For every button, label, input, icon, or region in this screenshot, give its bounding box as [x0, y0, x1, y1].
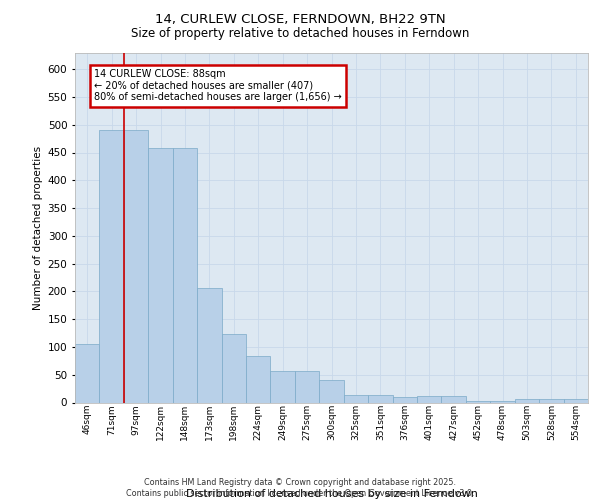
Bar	[75, 344, 100, 403]
Bar	[148, 148, 173, 403]
Bar	[417, 396, 442, 402]
Bar	[539, 399, 563, 402]
Bar	[271, 371, 295, 402]
Bar	[490, 401, 515, 402]
Bar	[466, 401, 490, 402]
Bar	[368, 394, 392, 402]
Text: 14, CURLEW CLOSE, FERNDOWN, BH22 9TN: 14, CURLEW CLOSE, FERNDOWN, BH22 9TN	[155, 12, 445, 26]
Text: Contains HM Land Registry data © Crown copyright and database right 2025.
Contai: Contains HM Land Registry data © Crown c…	[126, 478, 474, 498]
Text: 14 CURLEW CLOSE: 88sqm
← 20% of detached houses are smaller (407)
80% of semi-de: 14 CURLEW CLOSE: 88sqm ← 20% of detached…	[94, 69, 342, 102]
Y-axis label: Number of detached properties: Number of detached properties	[34, 146, 43, 310]
Bar	[442, 396, 466, 402]
X-axis label: Distribution of detached houses by size in Ferndown: Distribution of detached houses by size …	[185, 489, 478, 499]
Bar	[173, 148, 197, 403]
Bar	[515, 399, 539, 402]
Text: Size of property relative to detached houses in Ferndown: Size of property relative to detached ho…	[131, 28, 469, 40]
Bar	[344, 394, 368, 402]
Bar	[563, 399, 588, 402]
Bar	[246, 356, 271, 403]
Bar	[197, 288, 221, 403]
Bar	[319, 380, 344, 402]
Bar	[221, 334, 246, 402]
Bar	[100, 130, 124, 402]
Bar	[392, 397, 417, 402]
Bar	[295, 371, 319, 402]
Bar	[124, 130, 148, 402]
